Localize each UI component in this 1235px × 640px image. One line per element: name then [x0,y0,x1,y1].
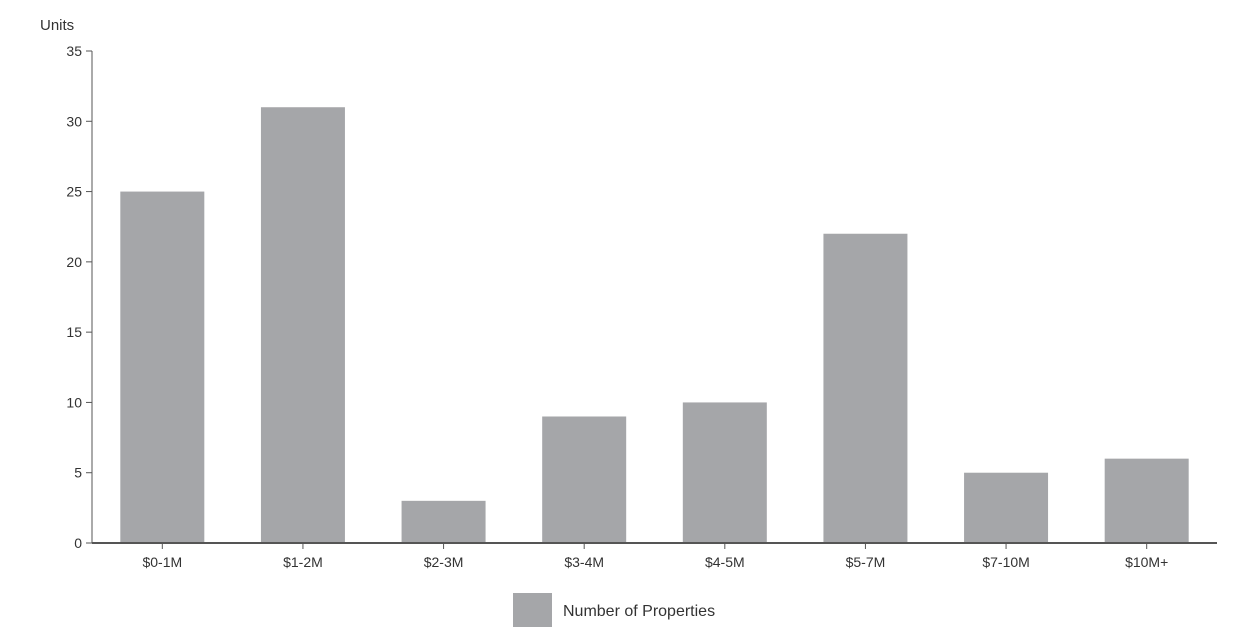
y-tick-label: 0 [74,535,82,551]
y-tick-label: 10 [66,394,82,410]
legend-swatch [513,593,552,627]
bar [823,233,908,543]
bars [120,107,1189,544]
x-tick-label: $4-5M [705,554,745,570]
x-tick-label: $3-4M [564,554,604,570]
x-tick-label: $1-2M [283,554,323,570]
y-tick-label: 20 [66,254,82,270]
y-tick-label: 35 [66,43,82,59]
bar [964,472,1049,543]
x-tick-label: $10M+ [1125,554,1168,570]
legend: Number of Properties [513,593,715,627]
x-tick-label: $2-3M [424,554,464,570]
x-tick-label: $5-7M [846,554,886,570]
y-tick-label: 15 [66,324,82,340]
x-axis: $0-1M $1-2M $2-3M $3-4M $4-5M $5-7M $7-10M $10M… [92,542,1217,570]
y-tick-label: 25 [66,184,82,200]
bar [1104,458,1189,543]
bar [260,107,345,543]
x-tick-label: $7-10M [982,554,1029,570]
bar [682,402,767,543]
bar [401,500,486,543]
y-axis: 0 5 10 15 20 25 30 35 [66,43,93,551]
legend-label: Number of Properties [563,603,715,620]
y-tick-label: 30 [66,113,82,129]
bar [542,416,627,543]
x-tick-label: $0-1M [142,554,182,570]
y-axis-title: Units [40,17,74,34]
y-tick-label: 5 [74,465,82,481]
bar [120,191,205,544]
